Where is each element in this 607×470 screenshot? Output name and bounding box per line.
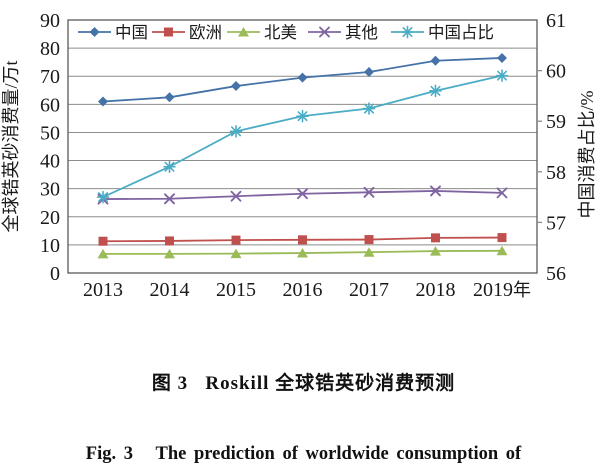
marker-triangle [238, 27, 249, 37]
marker-triangle [230, 248, 242, 259]
left-axis-tick-label: 10 [40, 235, 60, 257]
marker-square [165, 236, 174, 246]
marker-diamond [430, 55, 441, 66]
marker-triangle [164, 248, 175, 259]
left-axis-tick-label: 80 [40, 38, 60, 60]
x-axis-tick-label: 2019年 [473, 279, 531, 301]
marker-triangle [430, 246, 441, 256]
chart-canvas: 0 10 20 30 40 50 60 70 80 90 56 57 58 59 60 61 2013 2014 2… [1, 10, 597, 301]
left-axis-tick-label: 90 [40, 10, 60, 32]
marker-square [98, 236, 108, 246]
marker-triangle [496, 245, 508, 256]
marker-diamond [297, 72, 308, 83]
marker-x [230, 190, 242, 202]
marker-asterisk [296, 109, 309, 123]
marker-diamond [164, 92, 175, 103]
marker-square [431, 233, 440, 243]
legend-label-欧洲: 欧洲 [189, 23, 222, 42]
x-axis-tick-label: 2017 [349, 279, 389, 301]
legend-label-中国占比: 中国占比 [428, 23, 494, 42]
marker-asterisk [401, 25, 414, 39]
x-axis-tick-label: 2014 [150, 279, 190, 301]
right-axis-tick-label: 60 [546, 61, 566, 83]
legend-label-其他: 其他 [345, 23, 378, 42]
marker-square [497, 233, 507, 243]
x-axis-tick-label: 2015 [216, 279, 256, 301]
x-axis-tick-label: 2013 [83, 279, 123, 301]
x-axis-tick-label: 2018 [416, 279, 456, 301]
marker-asterisk [96, 190, 110, 204]
figure-caption: 图 3 Roskill 全球锆英砂消费预测 Fig. 3 The predict… [0, 332, 607, 470]
left-axis-tick-label: 60 [40, 94, 60, 116]
zircon-consumption-chart: 0 10 20 30 40 50 60 70 80 90 56 57 58 59 60 61 2013 2014 2… [1, 10, 597, 301]
marker-x [297, 188, 308, 200]
caption-title-en-1: Fig. 3 The prediction of worldwide consu… [85, 444, 522, 464]
marker-asterisk [362, 102, 376, 115]
marker-x [319, 26, 330, 38]
series-line-中国占比 [102, 74, 503, 198]
marker-square [364, 235, 374, 245]
marker-square [231, 235, 241, 245]
left-axis-tick-label: 0 [50, 263, 60, 285]
right-axis-tick-label: 61 [546, 10, 566, 32]
marker-x [496, 187, 508, 199]
marker-asterisk [163, 160, 176, 174]
marker-triangle [97, 248, 109, 259]
marker-asterisk [495, 69, 509, 82]
marker-diamond [231, 81, 241, 92]
marker-asterisk [229, 125, 243, 138]
left-axis-tick-label: 50 [40, 122, 60, 144]
marker-asterisk [429, 84, 442, 98]
marker-x [430, 185, 441, 197]
plot-border [67, 19, 538, 274]
right-axis-title: 中国消费占比/% [577, 90, 597, 218]
legend-label-北美: 北美 [264, 23, 297, 42]
left-axis-tick-label: 40 [40, 151, 60, 173]
marker-diamond [89, 27, 100, 37]
right-axis-tick-label: 59 [546, 111, 566, 133]
left-axis-tick-label: 20 [40, 207, 60, 229]
left-axis-title: 全球锆英砂消费量/万t [1, 60, 21, 232]
left-axis-tick-label: 70 [40, 66, 60, 88]
marker-triangle [297, 248, 308, 258]
left-axis-tick-label: 30 [40, 179, 60, 201]
x-axis-tick-label: 2016 [283, 279, 323, 301]
marker-diamond [98, 96, 108, 107]
right-axis-tick-label: 56 [546, 263, 566, 285]
marker-triangle [363, 247, 375, 257]
marker-diamond [364, 67, 374, 78]
right-axis-tick-label: 57 [546, 212, 566, 234]
marker-x [363, 186, 375, 198]
marker-square [164, 27, 173, 37]
marker-diamond [497, 52, 507, 63]
right-axis-tick-label: 58 [546, 162, 566, 184]
legend-label-中国: 中国 [115, 23, 148, 42]
marker-x [164, 193, 175, 205]
marker-square [298, 235, 307, 245]
caption-title-zh: 图 3 Roskill 全球锆英砂消费预测 [151, 373, 456, 394]
